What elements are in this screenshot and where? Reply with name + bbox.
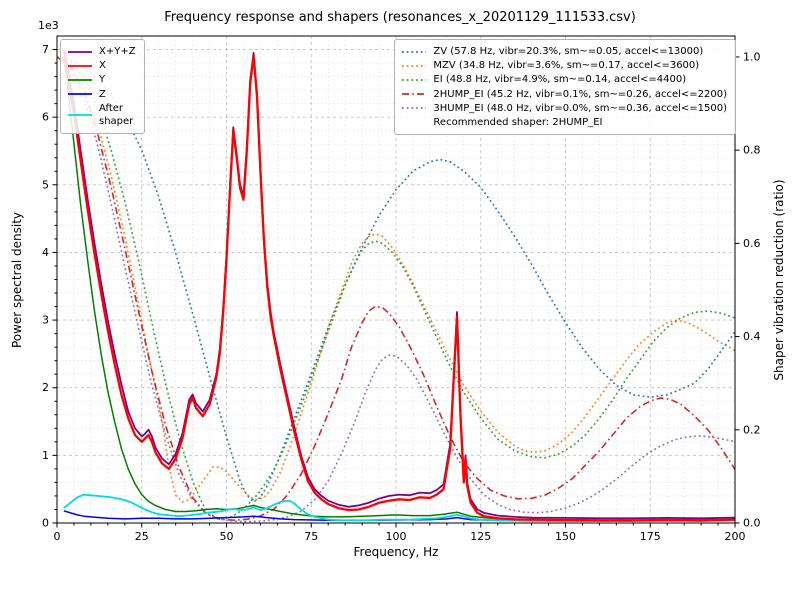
legend-label: EI (48.8 Hz, vibr=4.9%, sm~=0.14, accel<…	[433, 74, 687, 86]
legend-item-y: Y	[67, 73, 136, 86]
legend-label: MZV (34.8 Hz, vibr=3.6%, sm~=0.17, accel…	[433, 60, 700, 72]
legend-item-xyz: X+Y+Z	[67, 45, 136, 58]
series-mzv	[56, 56, 736, 503]
legend-swatch	[402, 107, 427, 110]
svg-text:50: 50	[220, 530, 234, 543]
legend-label: X	[99, 60, 106, 72]
svg-text:0.2: 0.2	[743, 423, 761, 436]
legend-swatch	[68, 50, 92, 53]
x-axis-label: Frequency, Hz	[353, 545, 439, 559]
legend-item-2hump_ei: 2HUMP_EI (45.2 Hz, vibr=0.1%, sm~=0.26, …	[401, 88, 727, 101]
legend-item-recommended: Recommended shaper: 2HUMP_EI	[401, 116, 727, 129]
y-axis-offset-text: 1e3	[38, 19, 59, 32]
svg-text:0: 0	[42, 517, 49, 530]
legend-swatch	[68, 114, 92, 116]
svg-text:150: 150	[555, 530, 576, 543]
svg-text:25: 25	[135, 530, 149, 543]
legend-swatch	[402, 64, 427, 67]
tick-labels: 0 25 50 75 100 125 150 175 200 0 1 2 3 4 5 6 7 0.0 0.2 0.4 0…	[42, 43, 761, 543]
legend-label: ZV (57.8 Hz, vibr=20.3%, sm~=0.05, accel…	[433, 46, 704, 57]
svg-text:175: 175	[640, 530, 661, 543]
legend-item-zv: ZV (57.8 Hz, vibr=20.3%, sm~=0.05, accel…	[401, 45, 727, 58]
svg-text:0.8: 0.8	[743, 144, 761, 157]
chart-title: Frequency response and shapers (resonanc…	[164, 10, 636, 25]
series-x	[62, 55, 736, 522]
legend-label: Z	[99, 88, 106, 100]
legend-item-z: Z	[67, 88, 136, 101]
legend-swatch-empty	[401, 118, 427, 128]
legend-item-3hump_ei: 3HUMP_EI (48.0 Hz, vibr=0.0%, sm~=0.36, …	[401, 102, 727, 115]
svg-text:6: 6	[42, 111, 49, 124]
svg-text:100: 100	[386, 530, 407, 543]
recommended-shaper-label: Recommended shaper: 2HUMP_EI	[433, 116, 603, 128]
svg-text:125: 125	[470, 530, 491, 543]
series-ei	[56, 56, 736, 520]
svg-text:0: 0	[54, 530, 61, 543]
legend-item-ei: EI (48.8 Hz, vibr=4.9%, sm~=0.14, accel<…	[401, 73, 727, 86]
legend-label: Y	[99, 74, 106, 86]
legend-swatch	[68, 64, 92, 67]
legend-label: X+Y+Z	[99, 46, 136, 57]
legend-swatch	[402, 93, 427, 96]
svg-text:3: 3	[42, 314, 49, 327]
legend-swatch	[68, 79, 92, 81]
legend-shapers: ZV (57.8 Hz, vibr=20.3%, sm~=0.05, accel…	[394, 39, 736, 136]
y-axis-label-right: Shaper vibration reduction (ratio)	[772, 179, 786, 381]
series-after_shaper	[63, 493, 736, 522]
axis-ticks	[52, 49, 740, 528]
svg-text:0.4: 0.4	[743, 330, 761, 343]
svg-text:0.6: 0.6	[743, 237, 761, 250]
legend-psd: X+Y+Z X Y Z After shaper	[60, 39, 145, 135]
svg-text:75: 75	[304, 530, 318, 543]
svg-text:7: 7	[42, 43, 49, 56]
y-axis-label-left: Power spectral density	[10, 211, 24, 349]
legend-item-mzv: MZV (34.8 Hz, vibr=3.6%, sm~=0.17, accel…	[401, 59, 727, 72]
legend-label: After shaper	[99, 102, 134, 127]
svg-text:2: 2	[42, 381, 49, 394]
series-y	[66, 83, 736, 522]
legend-label: 2HUMP_EI (45.2 Hz, vibr=0.1%, sm~=0.26, …	[433, 88, 727, 100]
svg-text:1: 1	[42, 449, 49, 462]
legend-swatch	[402, 50, 427, 53]
legend-swatch	[68, 93, 92, 96]
svg-text:5: 5	[42, 178, 49, 191]
legend-item-x: X	[67, 59, 136, 72]
svg-text:4: 4	[42, 246, 49, 259]
legend-label: 3HUMP_EI (48.0 Hz, vibr=0.0%, sm~=0.36, …	[433, 102, 727, 114]
svg-text:200: 200	[725, 530, 746, 543]
legend-swatch	[402, 79, 427, 81]
svg-text:0.0: 0.0	[743, 517, 761, 530]
legend-item-after_shaper: After shaper	[67, 102, 136, 128]
svg-text:1.0: 1.0	[743, 50, 761, 63]
